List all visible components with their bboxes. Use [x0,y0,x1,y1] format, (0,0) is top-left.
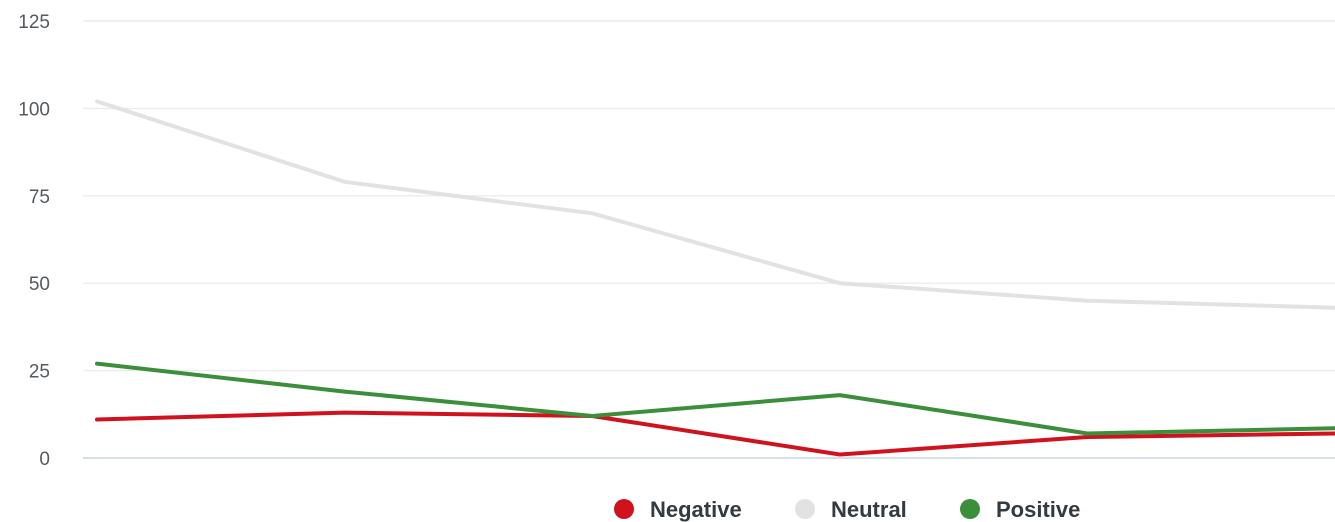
legend-marker [614,499,634,519]
gridlines [83,20,1335,459]
legend-marker [795,499,815,519]
y-tick-label: 50 [29,274,50,295]
legend-item-neutral[interactable]: Neutral [795,497,907,522]
y-tick-label: 25 [29,362,50,383]
legend-label: Positive [996,497,1080,522]
y-tick-label: 75 [29,187,50,208]
legend-item-negative[interactable]: Negative [614,497,742,522]
legend: Negative Neutral Positive [614,497,1080,522]
legend-label: Negative [650,497,742,522]
y-axis-ticks: 0 25 50 75 100 125 [18,12,50,470]
y-tick-label: 100 [18,99,50,120]
legend-marker [960,499,980,519]
legend-label: Neutral [831,497,907,522]
legend-item-positive[interactable]: Positive [960,497,1080,522]
y-tick-label: 125 [18,12,50,33]
y-tick-label: 0 [39,449,50,470]
series-line-neutral [95,99,1335,310]
series-lines [95,99,1335,457]
series-line-positive [95,361,1335,436]
series-line-negative [95,410,1335,457]
